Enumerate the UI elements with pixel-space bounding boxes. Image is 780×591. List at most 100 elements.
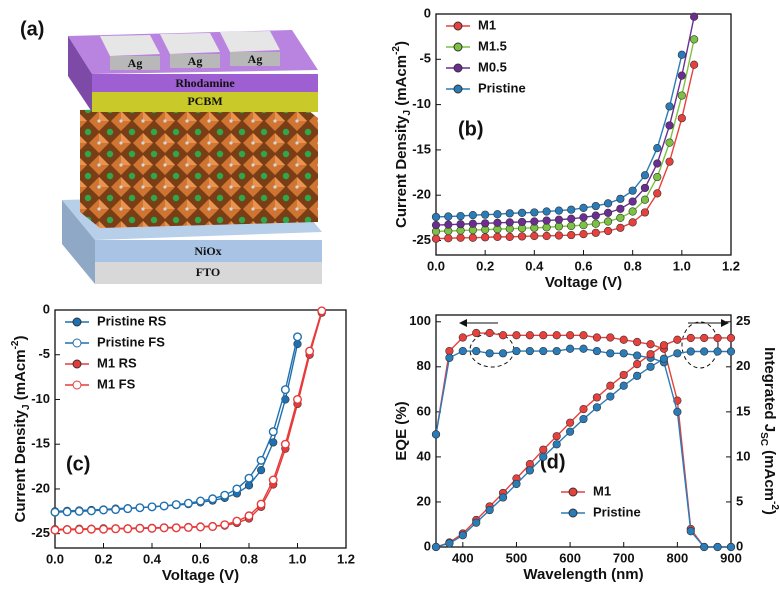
- legend-marker: [568, 508, 578, 518]
- data-point: [147, 523, 157, 533]
- data-point: [539, 331, 548, 340]
- data-point: [552, 331, 561, 340]
- axis-title-part: ): [12, 335, 29, 340]
- data-point: [542, 223, 551, 232]
- data-point: [653, 159, 662, 168]
- data-point: [456, 220, 465, 229]
- layer-label: NiOx: [194, 244, 221, 258]
- bottom-side: [62, 200, 95, 284]
- data-point: [628, 186, 637, 195]
- data-point: [700, 333, 709, 343]
- data-point: [579, 203, 588, 212]
- data-point: [591, 211, 600, 220]
- data-point: [592, 333, 602, 342]
- data-point: [232, 516, 242, 526]
- legend-label: Pristine: [478, 80, 526, 95]
- data-point: [123, 524, 133, 534]
- axis-title-part: ): [393, 41, 410, 46]
- y-tick-label: -15: [31, 436, 50, 451]
- legend-marker: [453, 84, 463, 94]
- y2-tick-label: 15: [736, 403, 750, 418]
- data-point: [673, 349, 682, 358]
- y-tick-label: -10: [31, 391, 50, 406]
- data-point: [591, 219, 600, 228]
- axis-title-part: Current Density: [12, 409, 29, 522]
- data-point: [690, 60, 699, 69]
- data-point: [505, 218, 514, 227]
- data-point: [111, 524, 121, 534]
- data-point: [86, 506, 96, 516]
- data-point: [517, 232, 527, 241]
- data-point: [472, 346, 481, 356]
- axis-title-part: EQE (%): [393, 401, 410, 460]
- y-tick-label: 40: [417, 448, 431, 463]
- data-point: [220, 490, 230, 500]
- top-side: [68, 36, 92, 112]
- data-point: [646, 350, 655, 359]
- panel-label: (b): [458, 118, 484, 140]
- y2-tick-label: 20: [736, 358, 750, 373]
- data-point: [458, 531, 467, 540]
- data-point: [456, 211, 465, 221]
- data-point: [498, 331, 508, 340]
- data-point: [431, 234, 441, 243]
- legend-label: M1 RS: [97, 355, 137, 370]
- data-point: [713, 347, 722, 356]
- legend-marker: [568, 487, 578, 497]
- x-tick-label: 1.2: [722, 258, 740, 273]
- x-tick-label: 0.6: [191, 551, 209, 566]
- y-tick-label: 0: [424, 5, 431, 20]
- data-point: [444, 212, 453, 221]
- data-point: [485, 349, 494, 358]
- data-point: [183, 522, 193, 532]
- data-point: [592, 393, 602, 402]
- data-point: [257, 466, 266, 475]
- legend-label: M1: [478, 17, 496, 32]
- data-point: [567, 221, 576, 231]
- data-point: [554, 231, 564, 240]
- data-point: [603, 217, 613, 226]
- data-point: [616, 194, 625, 203]
- y2-tick-label: 10: [736, 448, 750, 463]
- data-point: [171, 500, 181, 510]
- data-point: [677, 114, 686, 123]
- data-point: [552, 440, 561, 449]
- data-point: [530, 231, 539, 241]
- data-point: [98, 505, 108, 515]
- axis-title: Integrated JSC (mAcm-2): [758, 347, 780, 515]
- x-tick-label: 0.4: [525, 258, 544, 273]
- axis-title: EQE (%): [393, 401, 410, 460]
- series-line: [55, 312, 323, 530]
- y-tick-label: 60: [417, 403, 431, 418]
- data-point: [579, 331, 588, 340]
- pcbm-layer: [92, 92, 318, 112]
- data-point: [445, 353, 454, 362]
- y-tick-label: -25: [31, 525, 50, 540]
- x-axis-title: Wavelength (nm): [523, 566, 643, 583]
- axis-title-part: SC: [758, 432, 769, 446]
- data-point: [317, 306, 327, 316]
- data-point: [653, 189, 662, 198]
- x-tick-label: 0.0: [427, 258, 445, 273]
- series-line: [54, 343, 299, 513]
- data-point: [591, 201, 600, 211]
- data-point: [485, 328, 494, 338]
- data-point: [565, 344, 575, 353]
- axis-title: Current DensityJ (mAcm-2): [10, 335, 32, 522]
- data-point: [633, 360, 642, 369]
- legend-label: Pristine FS: [97, 334, 165, 349]
- data-point: [616, 223, 625, 232]
- axis-title-part: (mAcm: [393, 55, 410, 110]
- legend-marker: [453, 63, 463, 73]
- axis-title-part: Current Density: [393, 115, 410, 228]
- x-tick-label: 0.6: [574, 258, 592, 273]
- fto-layer: [95, 262, 322, 284]
- data-point: [628, 207, 637, 216]
- data-point: [552, 346, 561, 356]
- data-point: [640, 195, 650, 204]
- data-point: [619, 370, 628, 380]
- data-point: [525, 466, 534, 475]
- data-point: [686, 333, 695, 343]
- y-tick-label: -20: [412, 187, 431, 202]
